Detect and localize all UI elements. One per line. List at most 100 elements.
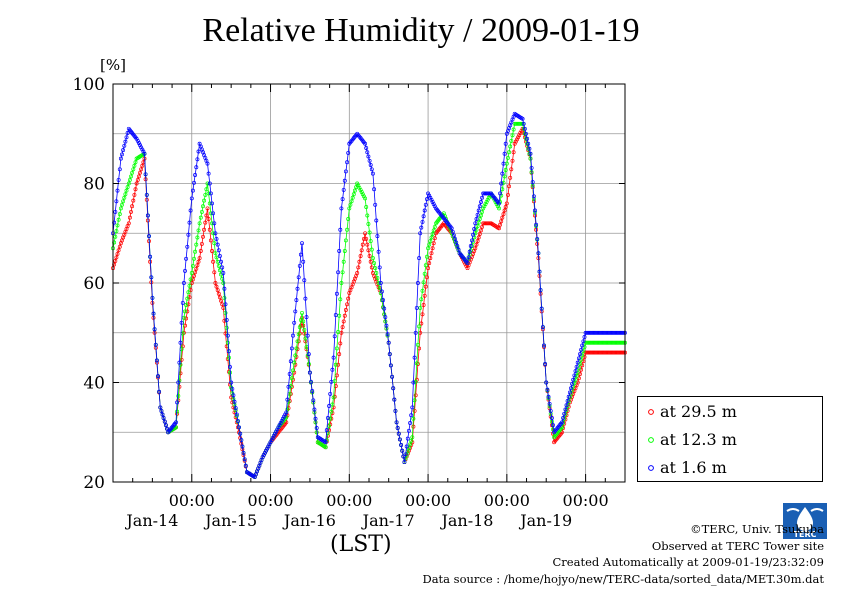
data-point [295, 286, 300, 291]
data-point [431, 241, 436, 246]
data-point [428, 256, 433, 261]
data-point [293, 353, 298, 358]
credits: ©TERC, Univ. Tsukuba Observed at TERC To… [422, 521, 824, 587]
series-line [112, 127, 625, 478]
data-point [266, 444, 271, 449]
data-point [352, 188, 357, 193]
y-axis-unit: [%] [100, 56, 126, 74]
data-point [295, 339, 300, 344]
data-point [159, 408, 164, 413]
data-point [190, 277, 195, 282]
data-point [531, 194, 536, 199]
data-point [289, 346, 294, 351]
data-point [122, 143, 127, 148]
x-tick-date-label: Jan-15 [203, 511, 257, 530]
data-point [208, 238, 213, 243]
data-point [377, 265, 382, 270]
data-point [130, 170, 135, 175]
data-point [116, 217, 121, 222]
data-point [211, 259, 216, 264]
data-point [413, 330, 418, 335]
data-point [364, 236, 369, 241]
data-point [269, 438, 274, 443]
data-point [204, 213, 209, 218]
data-point [124, 135, 129, 140]
data-point [524, 131, 528, 136]
data-point [147, 234, 151, 239]
data-point [500, 171, 505, 176]
source-text: Data source : /home/hojyo/new/TERC-data/… [422, 571, 824, 586]
data-point [214, 284, 219, 289]
data-point [358, 187, 363, 192]
data-point [232, 399, 237, 404]
data-point [120, 152, 124, 157]
data-point [475, 239, 480, 244]
data-point [341, 187, 346, 192]
data-point [521, 121, 526, 126]
data-point [291, 333, 295, 338]
data-point [205, 161, 210, 166]
data-point [519, 128, 524, 133]
data-point [485, 197, 490, 202]
data-point [284, 410, 289, 415]
data-point [286, 384, 291, 389]
data-point [303, 296, 308, 301]
data-point [533, 208, 537, 213]
data-point [571, 377, 576, 382]
data-point [357, 259, 362, 264]
data-point [470, 238, 474, 243]
data-point [224, 318, 229, 322]
data-point [511, 150, 516, 155]
data-point [429, 235, 434, 240]
x-tick-time-label: 00:00 [247, 491, 293, 510]
data-point [338, 227, 343, 232]
data-point [118, 206, 123, 211]
data-point [369, 247, 374, 252]
data-point [300, 241, 304, 246]
data-point [338, 341, 343, 346]
data-point [190, 263, 195, 268]
data-point [342, 178, 347, 183]
data-point [312, 407, 317, 412]
data-point [364, 146, 369, 150]
data-point [549, 416, 554, 420]
data-point [313, 416, 318, 421]
data-point [215, 288, 220, 293]
data-point [186, 302, 191, 307]
copyright-text: ©TERC, Univ. Tsukuba [690, 522, 824, 536]
data-point [412, 355, 417, 360]
data-point [502, 208, 507, 213]
data-point [220, 265, 225, 270]
x-tick-time-label: 00:00 [563, 491, 609, 510]
data-point [579, 347, 584, 352]
data-point [484, 200, 489, 204]
data-point [534, 222, 539, 227]
data-point [450, 229, 455, 234]
data-point [211, 211, 216, 216]
data-point [207, 181, 212, 186]
data-point [138, 170, 142, 175]
data-point [480, 224, 485, 229]
data-point [194, 242, 199, 247]
data-point [520, 116, 525, 121]
data-point [576, 356, 581, 361]
data-point [195, 263, 200, 268]
data-point [283, 412, 288, 417]
data-point [152, 327, 157, 332]
data-point [330, 402, 335, 407]
created-text: Created Automatically at 2009-01-19/23:3… [552, 555, 825, 569]
data-point [391, 386, 396, 391]
data-point [148, 254, 153, 259]
data-point [363, 231, 368, 236]
data-point [235, 418, 240, 423]
data-point [195, 235, 200, 240]
grid [113, 84, 625, 482]
data-point [620, 330, 625, 335]
data-point [160, 412, 165, 417]
data-point [328, 391, 333, 396]
data-point [216, 248, 221, 253]
data-point [310, 389, 315, 393]
data-point [509, 167, 514, 172]
data-point [355, 271, 360, 275]
data-point [180, 300, 185, 305]
